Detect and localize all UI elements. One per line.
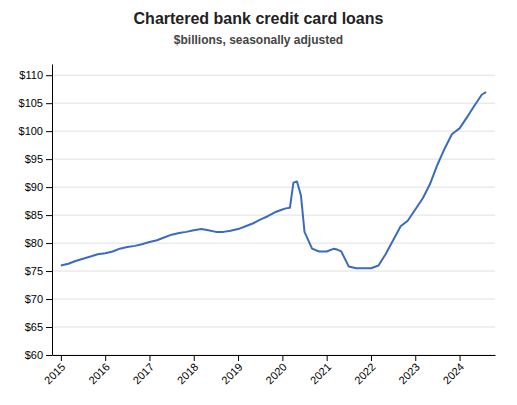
y-tick: $70 xyxy=(25,293,52,305)
grid-line xyxy=(52,299,495,300)
grid-line xyxy=(52,243,495,244)
x-tick-mark xyxy=(460,355,461,361)
y-axis-line xyxy=(52,65,53,356)
x-axis-line xyxy=(53,355,496,356)
y-tick: $110 xyxy=(19,69,52,81)
x-tick-label: 2017 xyxy=(130,361,156,387)
x-tick-label: 2023 xyxy=(396,361,422,387)
grid-line xyxy=(52,271,495,272)
x-tick-label: 2022 xyxy=(352,361,378,387)
y-tick-mark xyxy=(46,271,52,272)
x-tick: 2019 xyxy=(219,355,245,386)
y-tick-label: $85 xyxy=(25,209,43,221)
grid-line xyxy=(52,131,495,132)
x-tick-mark xyxy=(282,355,283,361)
y-tick: $85 xyxy=(25,209,52,221)
x-tick: 2017 xyxy=(130,355,156,386)
x-tick-label: 2019 xyxy=(219,361,245,387)
grid-line xyxy=(52,159,495,160)
x-tick-mark xyxy=(327,355,328,361)
x-tick-label: 2024 xyxy=(440,361,466,387)
x-tick: 2022 xyxy=(352,355,378,386)
line xyxy=(61,92,486,268)
x-tick-mark xyxy=(238,355,239,361)
y-tick-label: $100 xyxy=(19,125,43,137)
x-tick-label: 2018 xyxy=(175,361,201,387)
y-tick-mark xyxy=(46,299,52,300)
x-tick-label: 2020 xyxy=(263,361,289,387)
title: Chartered bank credit card loans xyxy=(134,10,384,27)
y-tick-label: $95 xyxy=(25,153,43,165)
y-tick-mark xyxy=(46,187,52,188)
y-tick: $75 xyxy=(25,265,52,277)
y-tick-mark xyxy=(46,75,52,76)
x-tick: 2021 xyxy=(308,355,334,386)
y-tick-mark xyxy=(46,215,52,216)
y-tick-mark xyxy=(46,131,52,132)
x-tick: 2023 xyxy=(396,355,422,386)
y-tick-label: $90 xyxy=(25,181,43,193)
y-tick-label: $80 xyxy=(25,237,43,249)
x-tick-mark xyxy=(61,355,62,361)
y-tick: $105 xyxy=(19,97,52,109)
x-tick: 2020 xyxy=(263,355,289,386)
y-tick: $100 xyxy=(19,125,52,137)
subtitle: $billions, seasonally adjusted xyxy=(174,33,343,47)
y-tick: $95 xyxy=(25,153,52,165)
y-tick-label: $105 xyxy=(19,97,43,109)
y-tick-label: $75 xyxy=(25,265,43,277)
grid-line xyxy=(52,355,495,356)
x-tick-mark xyxy=(105,355,106,361)
x-tick: 2016 xyxy=(86,355,112,386)
grid-line xyxy=(52,215,495,216)
y-tick-label: $60 xyxy=(25,349,43,361)
grid-line xyxy=(52,327,495,328)
grid-line xyxy=(52,103,495,104)
y-tick: $65 xyxy=(25,321,52,333)
x-tick-label: 2015 xyxy=(42,361,68,387)
x-tick: 2024 xyxy=(440,355,466,386)
x-tick: 2015 xyxy=(42,355,68,386)
x-tick-mark xyxy=(415,355,416,361)
x-tick-label: 2016 xyxy=(86,361,112,387)
plot-area xyxy=(61,92,486,268)
y-tick-mark xyxy=(46,355,52,356)
y-tick-mark xyxy=(46,103,52,104)
y-tick: $90 xyxy=(25,181,52,193)
y-tick: $60 xyxy=(25,349,52,361)
y-tick-label: $110 xyxy=(19,69,43,81)
x-tick: 2018 xyxy=(175,355,201,386)
y-tick-label: $65 xyxy=(25,321,43,333)
x-tick-mark xyxy=(194,355,195,361)
grid-line xyxy=(52,75,495,76)
y-tick-mark xyxy=(46,159,52,160)
x-tick-mark xyxy=(371,355,372,361)
x-tick-mark xyxy=(149,355,150,361)
y-axis: $60 $65 $70 $75 $80 $85 $90 $95 $100 $105 $110 xyxy=(19,65,53,362)
y-tick-label: $70 xyxy=(25,293,43,305)
y-tick: $80 xyxy=(25,237,52,249)
chart: Chartered bank credit card loans $billion… xyxy=(0,0,517,405)
y-tick-mark xyxy=(46,243,52,244)
x-axis: 2015 2016 2017 2018 2019 2020 2021 2022 2023 2024 xyxy=(42,355,496,386)
grid xyxy=(52,75,495,355)
x-tick-label: 2021 xyxy=(308,361,334,387)
y-tick-mark xyxy=(46,327,52,328)
